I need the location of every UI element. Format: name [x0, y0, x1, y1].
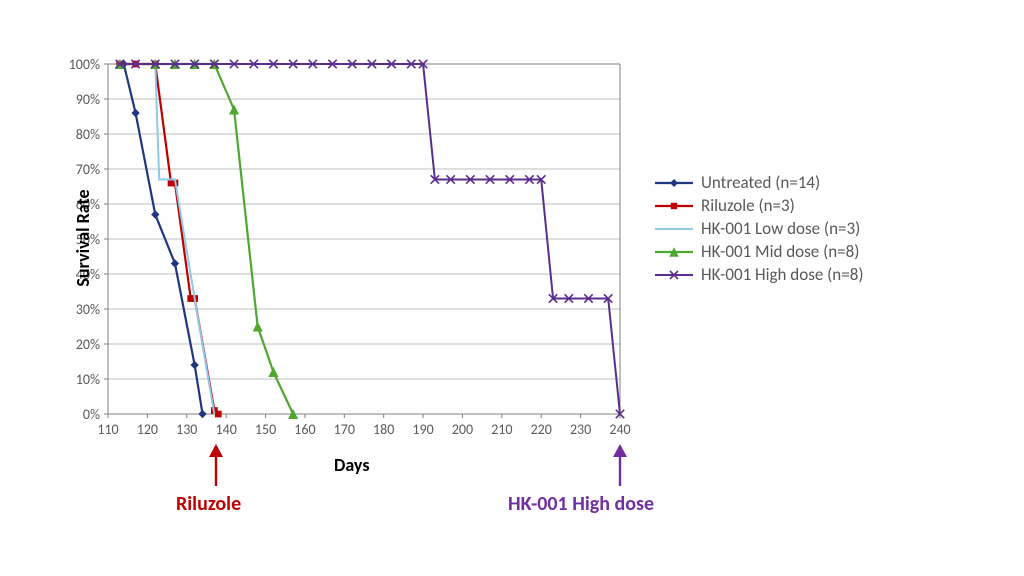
- svg-text:20%: 20%: [76, 336, 100, 353]
- x-axis-label: Days: [334, 454, 370, 476]
- legend-label: HK-001 High dose (n=8): [701, 264, 863, 285]
- annotation-arrow: [204, 434, 228, 498]
- legend-swatch: [655, 222, 693, 236]
- survival-chart: 0%10%20%30%40%50%60%70%80%90%100%1101201…: [108, 64, 620, 414]
- svg-text:230: 230: [570, 421, 591, 438]
- annotation-hk001-high: HK-001 High dose: [508, 492, 654, 516]
- svg-text:170: 170: [334, 421, 355, 438]
- legend-item-2: HK-001 Low dose (n=3): [655, 218, 863, 239]
- legend-swatch: [655, 199, 693, 213]
- svg-text:10%: 10%: [76, 371, 100, 388]
- svg-text:110: 110: [97, 421, 118, 438]
- legend-item-3: HK-001 Mid dose (n=8): [655, 241, 863, 262]
- svg-text:130: 130: [176, 421, 197, 438]
- legend-swatch: [655, 176, 693, 190]
- legend-item-4: HK-001 High dose (n=8): [655, 264, 863, 285]
- legend-swatch: [655, 268, 693, 282]
- legend-label: HK-001 Mid dose (n=8): [701, 241, 859, 262]
- svg-text:220: 220: [531, 421, 552, 438]
- annotation-arrow: [608, 434, 632, 498]
- svg-text:100%: 100%: [69, 56, 100, 73]
- svg-text:90%: 90%: [76, 91, 100, 108]
- chart-legend: Untreated (n=14)Riluzole (n=3)HK-001 Low…: [655, 170, 863, 287]
- svg-text:150: 150: [255, 421, 276, 438]
- svg-text:210: 210: [491, 421, 512, 438]
- legend-item-1: Riluzole (n=3): [655, 195, 863, 216]
- svg-text:160: 160: [294, 421, 315, 438]
- svg-text:190: 190: [412, 421, 433, 438]
- legend-label: Untreated (n=14): [701, 172, 820, 193]
- legend-item-0: Untreated (n=14): [655, 172, 863, 193]
- legend-swatch: [655, 245, 693, 259]
- svg-text:120: 120: [137, 421, 158, 438]
- svg-text:80%: 80%: [76, 126, 100, 143]
- legend-label: Riluzole (n=3): [701, 195, 795, 216]
- y-axis-label: Survival Rate: [72, 168, 94, 308]
- svg-text:180: 180: [373, 421, 394, 438]
- svg-text:200: 200: [452, 421, 473, 438]
- legend-label: HK-001 Low dose (n=3): [701, 218, 860, 239]
